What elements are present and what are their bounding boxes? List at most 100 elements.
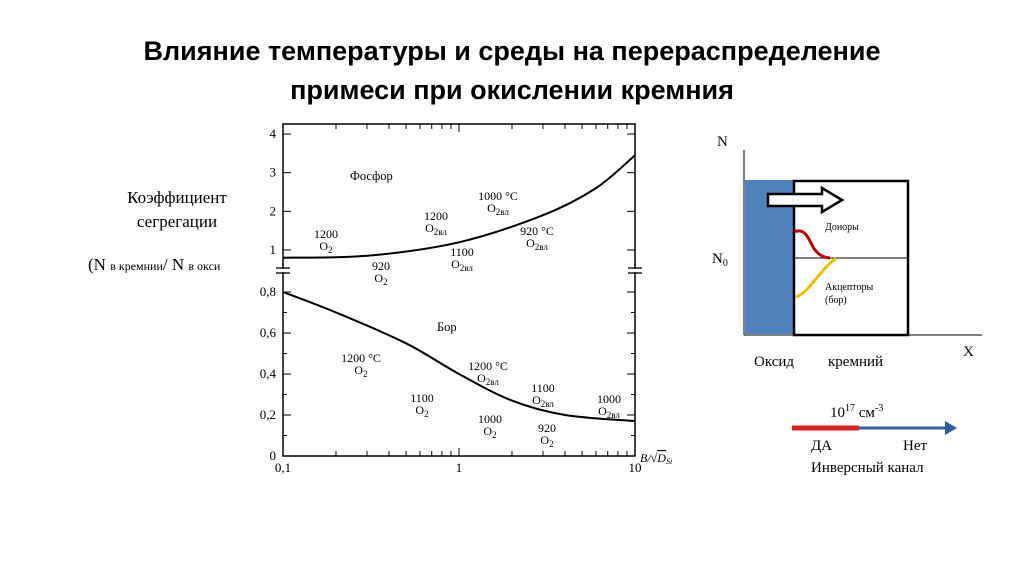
annotation-temp: 1100 [410,391,434,405]
annotation-ambient: O2 [540,433,553,449]
ambient-o: O [319,239,328,253]
ambient-sub: 2 [328,245,333,255]
acceptor-profile-curve [795,256,838,299]
ambient-o: O [451,257,460,271]
annotation-temp: 1200 °C [468,359,508,373]
segregation-coefficient-label: Коэффициент сегрегации [118,186,236,234]
annotation-temp: 1000 [597,392,621,406]
ambient-o: O [532,393,541,407]
silicon-label: кремний [828,354,883,370]
x-axis-label-b: B/ [640,451,652,465]
ambient-o: O [487,201,496,215]
ambient-sub: 2 [424,409,429,419]
x-tick-label: 1 [456,460,463,475]
y-tick-label-lower: 0,4 [260,366,277,381]
y-tick-label-upper: 1 [270,242,277,257]
coef-line-1: Коэффициент [127,188,227,207]
y-tick-label-upper: 4 [270,126,277,141]
ambient-sub: 2вл [535,242,549,252]
ratio-mid: / N [162,255,189,274]
ambient-o: O [540,433,549,447]
ambient-sub: 2вл [541,399,555,409]
ambient-sub: 2 [383,277,388,287]
ambient-o: O [483,424,492,438]
y-tick-label-lower: 0,2 [260,407,276,422]
annotation-ambient: O2 [319,239,332,255]
annotation-ambient: O2вл [532,393,554,409]
ratio-open: (N [88,255,111,274]
series-line-boron [282,291,636,423]
x-axis-label: B/√DSi [640,451,672,466]
ambient-o: O [425,221,434,235]
y-tick-label-lower: 0,6 [260,325,277,340]
x-axis-label-sqrt: √ [651,451,658,465]
title-line-2: примеси при окислении кремния [290,75,734,105]
series-label-phosphorus: Фосфор [350,169,393,183]
axis-break-left [276,267,290,274]
title-line-1: Влияние температуры и среды на перераспр… [143,36,881,66]
point-annotation: 1200 °CO2 [341,351,381,379]
acceptors-label-2: (бор) [825,295,847,306]
annotation-ambient: O2вл [526,236,548,252]
ambient-sub: 2вл [434,227,448,237]
y-tick-labels: 1 2 3 4 0 0,2 0,4 0,6 0,8 [260,126,277,463]
ambient-o: O [598,404,607,418]
x-axis-label-si: Si [666,457,672,466]
concentration-diagram: N X N0 Доноры Акцепторы (бор) Оксид крем… [712,134,982,370]
annotation-temp: 1100 [450,245,474,259]
concentration-label: 1017 см-3 [830,403,883,421]
annotation-temp: 1200 [424,209,448,223]
growth-arrow [766,185,845,215]
donors-label: Доноры [825,222,859,233]
annotation-temp: 920 °C [520,224,554,238]
ratio-small-1: в кремнии [110,259,163,273]
annotation-ambient: O2 [415,403,428,419]
ambient-sub: 2вл [460,263,474,273]
annotation-temp: 1200 °C [341,351,381,365]
type-scale: 1017 см-3 ДА Нет Инверсный канал [792,403,957,476]
ambient-o: O [526,236,535,250]
x-tick-labels: 0,1 1 10 [275,460,642,475]
annotation-ambient: O2вл [451,257,473,273]
segregation-chart: 1 2 3 4 0 0,2 0,4 0,6 0,8 0,1 1 10 Фосфор Бор 1200… [260,123,672,475]
ambient-sub: 2вл [607,410,621,420]
no-label: Нет [903,438,927,454]
annotation-ambient: O2 [483,424,496,440]
axis-break-right [628,267,642,274]
annotation-temp: 1200 [314,227,338,241]
ratio-label: (N в кремнии/ N в окси [88,255,252,275]
acceptors-label-1: Акцепторы [825,282,873,293]
ambient-o: O [374,271,383,285]
annotation-temp: 920 [372,259,390,273]
ambient-o: O [415,403,424,417]
n0-label: N0 [712,251,728,269]
ambient-o: O [477,371,486,385]
annotation-ambient: O2вл [487,201,509,217]
annotation-ambient: O2вл [425,221,447,237]
ambient-sub: 2 [363,369,368,379]
axis-ticks [282,124,636,457]
yes-label: ДА [811,438,832,454]
ambient-sub: 2вл [486,377,500,387]
annotation-ambient: O2вл [598,404,620,420]
oxide-label: Оксид [754,354,794,370]
x-axis-label-diagram: X [963,344,974,360]
annotation-ambient: O2 [354,363,367,379]
ambient-sub: 2вл [496,207,510,217]
series-line-phosphorus [282,154,636,259]
y-tick-label-upper: 3 [270,165,277,180]
ambient-sub: 2 [492,430,497,440]
x-tick-label: 0,1 [275,460,291,475]
n-axis-label: N [717,134,728,150]
